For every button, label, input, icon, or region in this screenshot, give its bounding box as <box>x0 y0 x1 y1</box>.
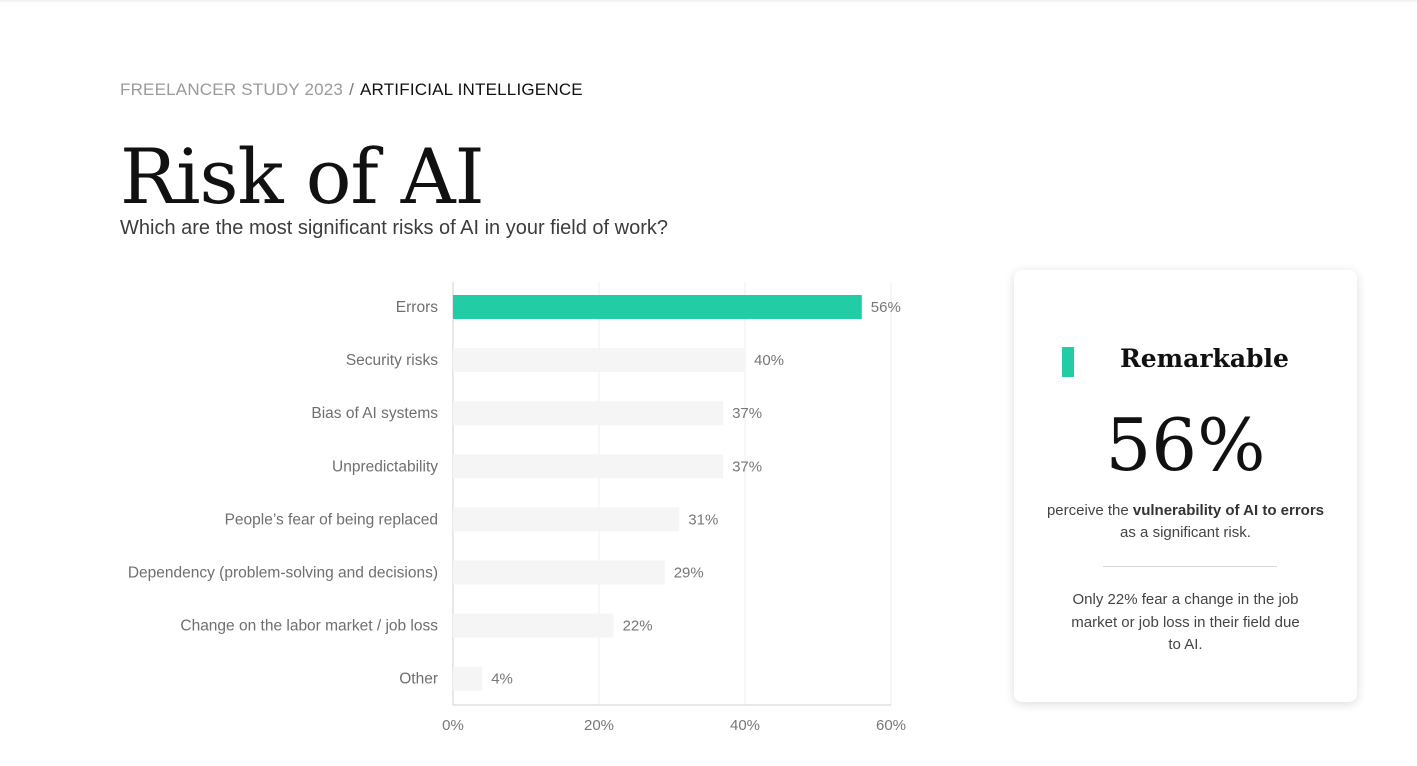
card-text-before: perceive the <box>1046 502 1133 519</box>
x-tick-label: 20% <box>584 717 614 734</box>
remarkable-card: Remarkable 56% perceive the vulnerabilit… <box>1014 270 1357 702</box>
bar <box>453 666 483 691</box>
card-text-bold: vulnerability of AI to errors <box>1132 502 1325 519</box>
data-label: 37% <box>732 458 762 475</box>
bar <box>453 295 862 319</box>
category-label: Unpredictability <box>332 458 438 475</box>
data-label: 4% <box>491 671 513 688</box>
data-label: 56% <box>871 299 901 316</box>
card-text: perceive the vulnerability of AI to erro… <box>1014 500 1357 544</box>
bar <box>453 560 665 585</box>
data-label: 40% <box>754 352 784 369</box>
bar <box>453 507 680 532</box>
card-text-after: as a significant risk. <box>1120 524 1251 541</box>
bar <box>453 348 745 373</box>
breadcrumb-current: ARTIFICIAL INTELLIGENCE <box>360 80 583 99</box>
category-label: Dependency (problem-solving and decision… <box>128 565 438 582</box>
page-title: Risk of AI <box>120 132 485 221</box>
card-big-value: 56% <box>1105 403 1266 487</box>
breadcrumb-separator: / <box>349 80 355 99</box>
card-heading: Remarkable <box>1120 344 1289 373</box>
data-label: 31% <box>688 511 718 528</box>
category-label: Errors <box>396 299 438 316</box>
data-label: 29% <box>674 565 704 582</box>
x-tick-label: 60% <box>876 717 906 734</box>
category-label: Security risks <box>346 352 438 369</box>
bar <box>453 613 614 638</box>
breadcrumb: FREELANCER STUDY 2023 / ARTIFICIAL INTELLI… <box>120 80 583 100</box>
page-subtitle: Which are the most significant risks of … <box>120 217 668 239</box>
card-note: Only 22% fear a change in the job market… <box>1071 591 1300 653</box>
x-tick-label: 40% <box>730 717 760 734</box>
breadcrumb-parent[interactable]: FREELANCER STUDY 2023 <box>120 80 344 99</box>
data-label: 37% <box>732 405 762 422</box>
category-label: Other <box>399 671 438 688</box>
category-label: Bias of AI systems <box>311 405 438 422</box>
x-tick-label: 0% <box>442 717 464 734</box>
bar <box>453 401 724 426</box>
category-label: People’s fear of being replaced <box>225 511 438 528</box>
category-label: Change on the labor market / job loss <box>180 618 438 635</box>
card-accent-bar <box>1062 347 1074 377</box>
top-border <box>0 0 1417 2</box>
risk-bar-chart: 0% 20% 40% 60% Errors 56% Security risks 40% Bia… <box>128 282 906 734</box>
card-divider <box>1103 566 1277 567</box>
data-label: 22% <box>623 618 653 635</box>
bar <box>453 454 724 479</box>
